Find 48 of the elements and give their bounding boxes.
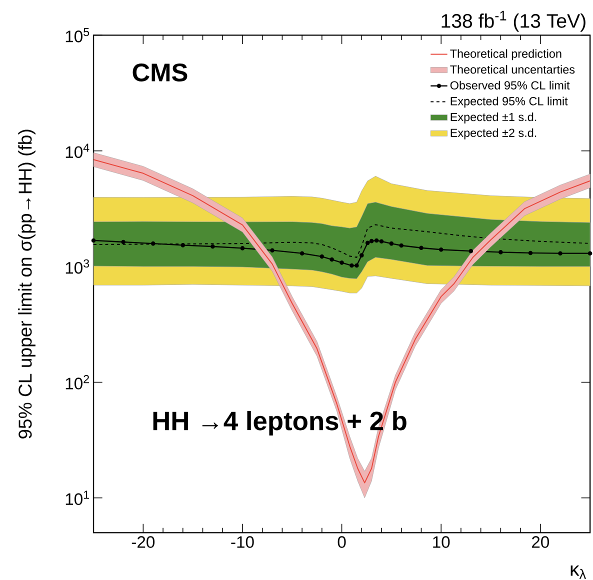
point [399, 244, 404, 248]
annotation: HH →4 leptons + 2 b [153, 411, 406, 436]
point [588, 251, 592, 256]
legend-label: Observed 95% CL limit [450, 81, 570, 90]
y-tick-label: 10$^{3}$ [66, 260, 90, 274]
point [240, 246, 245, 251]
legend-label: Expected 95% CL limit [450, 96, 568, 108]
x-tick-label: 20 [532, 536, 550, 548]
point [270, 248, 274, 253]
point [350, 264, 354, 268]
point [180, 243, 186, 248]
point [419, 246, 424, 250]
point [379, 239, 384, 244]
point [320, 254, 324, 259]
point [300, 251, 304, 256]
x-tick-label: 10 [433, 536, 450, 548]
point [91, 238, 96, 243]
legend-label: Theoretical uncentarties [450, 65, 575, 74]
x-tick-label: -20 [132, 536, 155, 548]
point [121, 240, 126, 244]
legend-label: Theoretical prediction [450, 49, 562, 60]
point [360, 253, 364, 258]
y-tick-label: 10$^{1}$ [66, 490, 90, 506]
y-tick-label: 10$^{4}$ [66, 144, 90, 158]
point [498, 250, 503, 255]
point [468, 249, 474, 254]
point [389, 242, 394, 246]
y-axis-title: 95% CL upper limit on σ(pp→HH) (fb) [18, 130, 36, 439]
point [365, 240, 370, 246]
legend-label: Expected ±2 s.d. [450, 128, 536, 140]
point [438, 248, 444, 252]
y-tick-label: 10$^{5}$ [66, 28, 90, 43]
y-tick-label: 10$^{2}$ [66, 375, 89, 390]
point [150, 242, 156, 246]
annotation: CMS [132, 64, 188, 82]
point [210, 244, 215, 249]
x-tick-label: 0 [338, 536, 346, 548]
legend-label: Expected ±1 s.d. [450, 112, 536, 124]
point [369, 239, 374, 244]
x-axis-title: κ$_{λ}$ [570, 566, 586, 580]
point [340, 260, 344, 266]
point [330, 258, 334, 262]
chart-title: 138 fb$^{-1}$ (13 TeV) [442, 11, 586, 32]
point [374, 238, 379, 243]
x-tick-label: -10 [231, 536, 254, 548]
point [558, 251, 562, 256]
point [528, 251, 533, 256]
point [354, 264, 359, 268]
